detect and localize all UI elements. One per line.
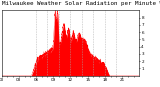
Text: Milwaukee Weather Solar Radiation per Minute W/m2 (Last 24 Hours): Milwaukee Weather Solar Radiation per Mi… bbox=[2, 1, 160, 6]
